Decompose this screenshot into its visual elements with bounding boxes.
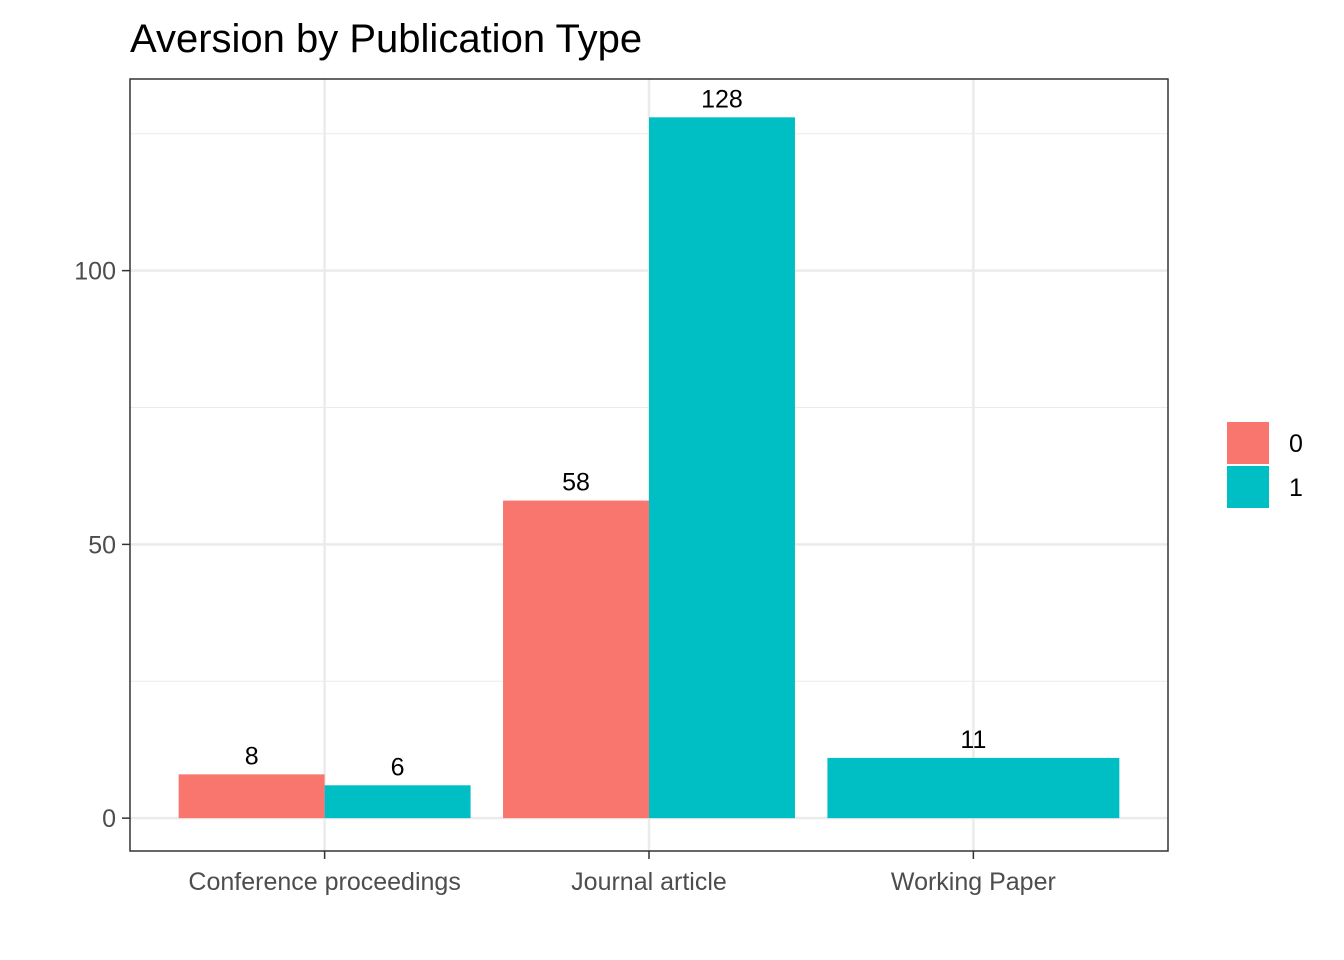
bar-value-label: 58 <box>562 469 590 497</box>
y-tick-label: 50 <box>88 531 116 559</box>
legend-label: 0 <box>1289 430 1303 458</box>
bar-series-0 <box>503 500 649 819</box>
legend-key-0 <box>1227 422 1269 464</box>
bar-value-label: 11 <box>960 726 986 754</box>
y-tick-label: 0 <box>102 805 116 833</box>
chart-title: Aversion by Publication Type <box>130 17 642 61</box>
x-tick-label: Conference proceedings <box>188 868 460 896</box>
bar-value-label: 8 <box>245 742 259 770</box>
bar-value-label: 6 <box>391 753 405 781</box>
y-tick-label: 100 <box>74 258 116 286</box>
plot-area: 8 6 58 128 11 0 50 100 Conference proceedings Jou… <box>74 78 1169 896</box>
legend-label: 1 <box>1289 474 1303 502</box>
bar-series-1 <box>827 757 1120 819</box>
legend-key-1 <box>1227 466 1269 508</box>
x-tick-label: Journal article <box>571 868 727 896</box>
bar-value-label: 128 <box>701 85 743 113</box>
bar-series-1 <box>324 785 471 819</box>
x-tick-label: Working Paper <box>891 868 1056 896</box>
bar-series-1 <box>649 117 795 819</box>
legend: 01 <box>1227 422 1303 508</box>
bar-series-0 <box>178 774 325 819</box>
